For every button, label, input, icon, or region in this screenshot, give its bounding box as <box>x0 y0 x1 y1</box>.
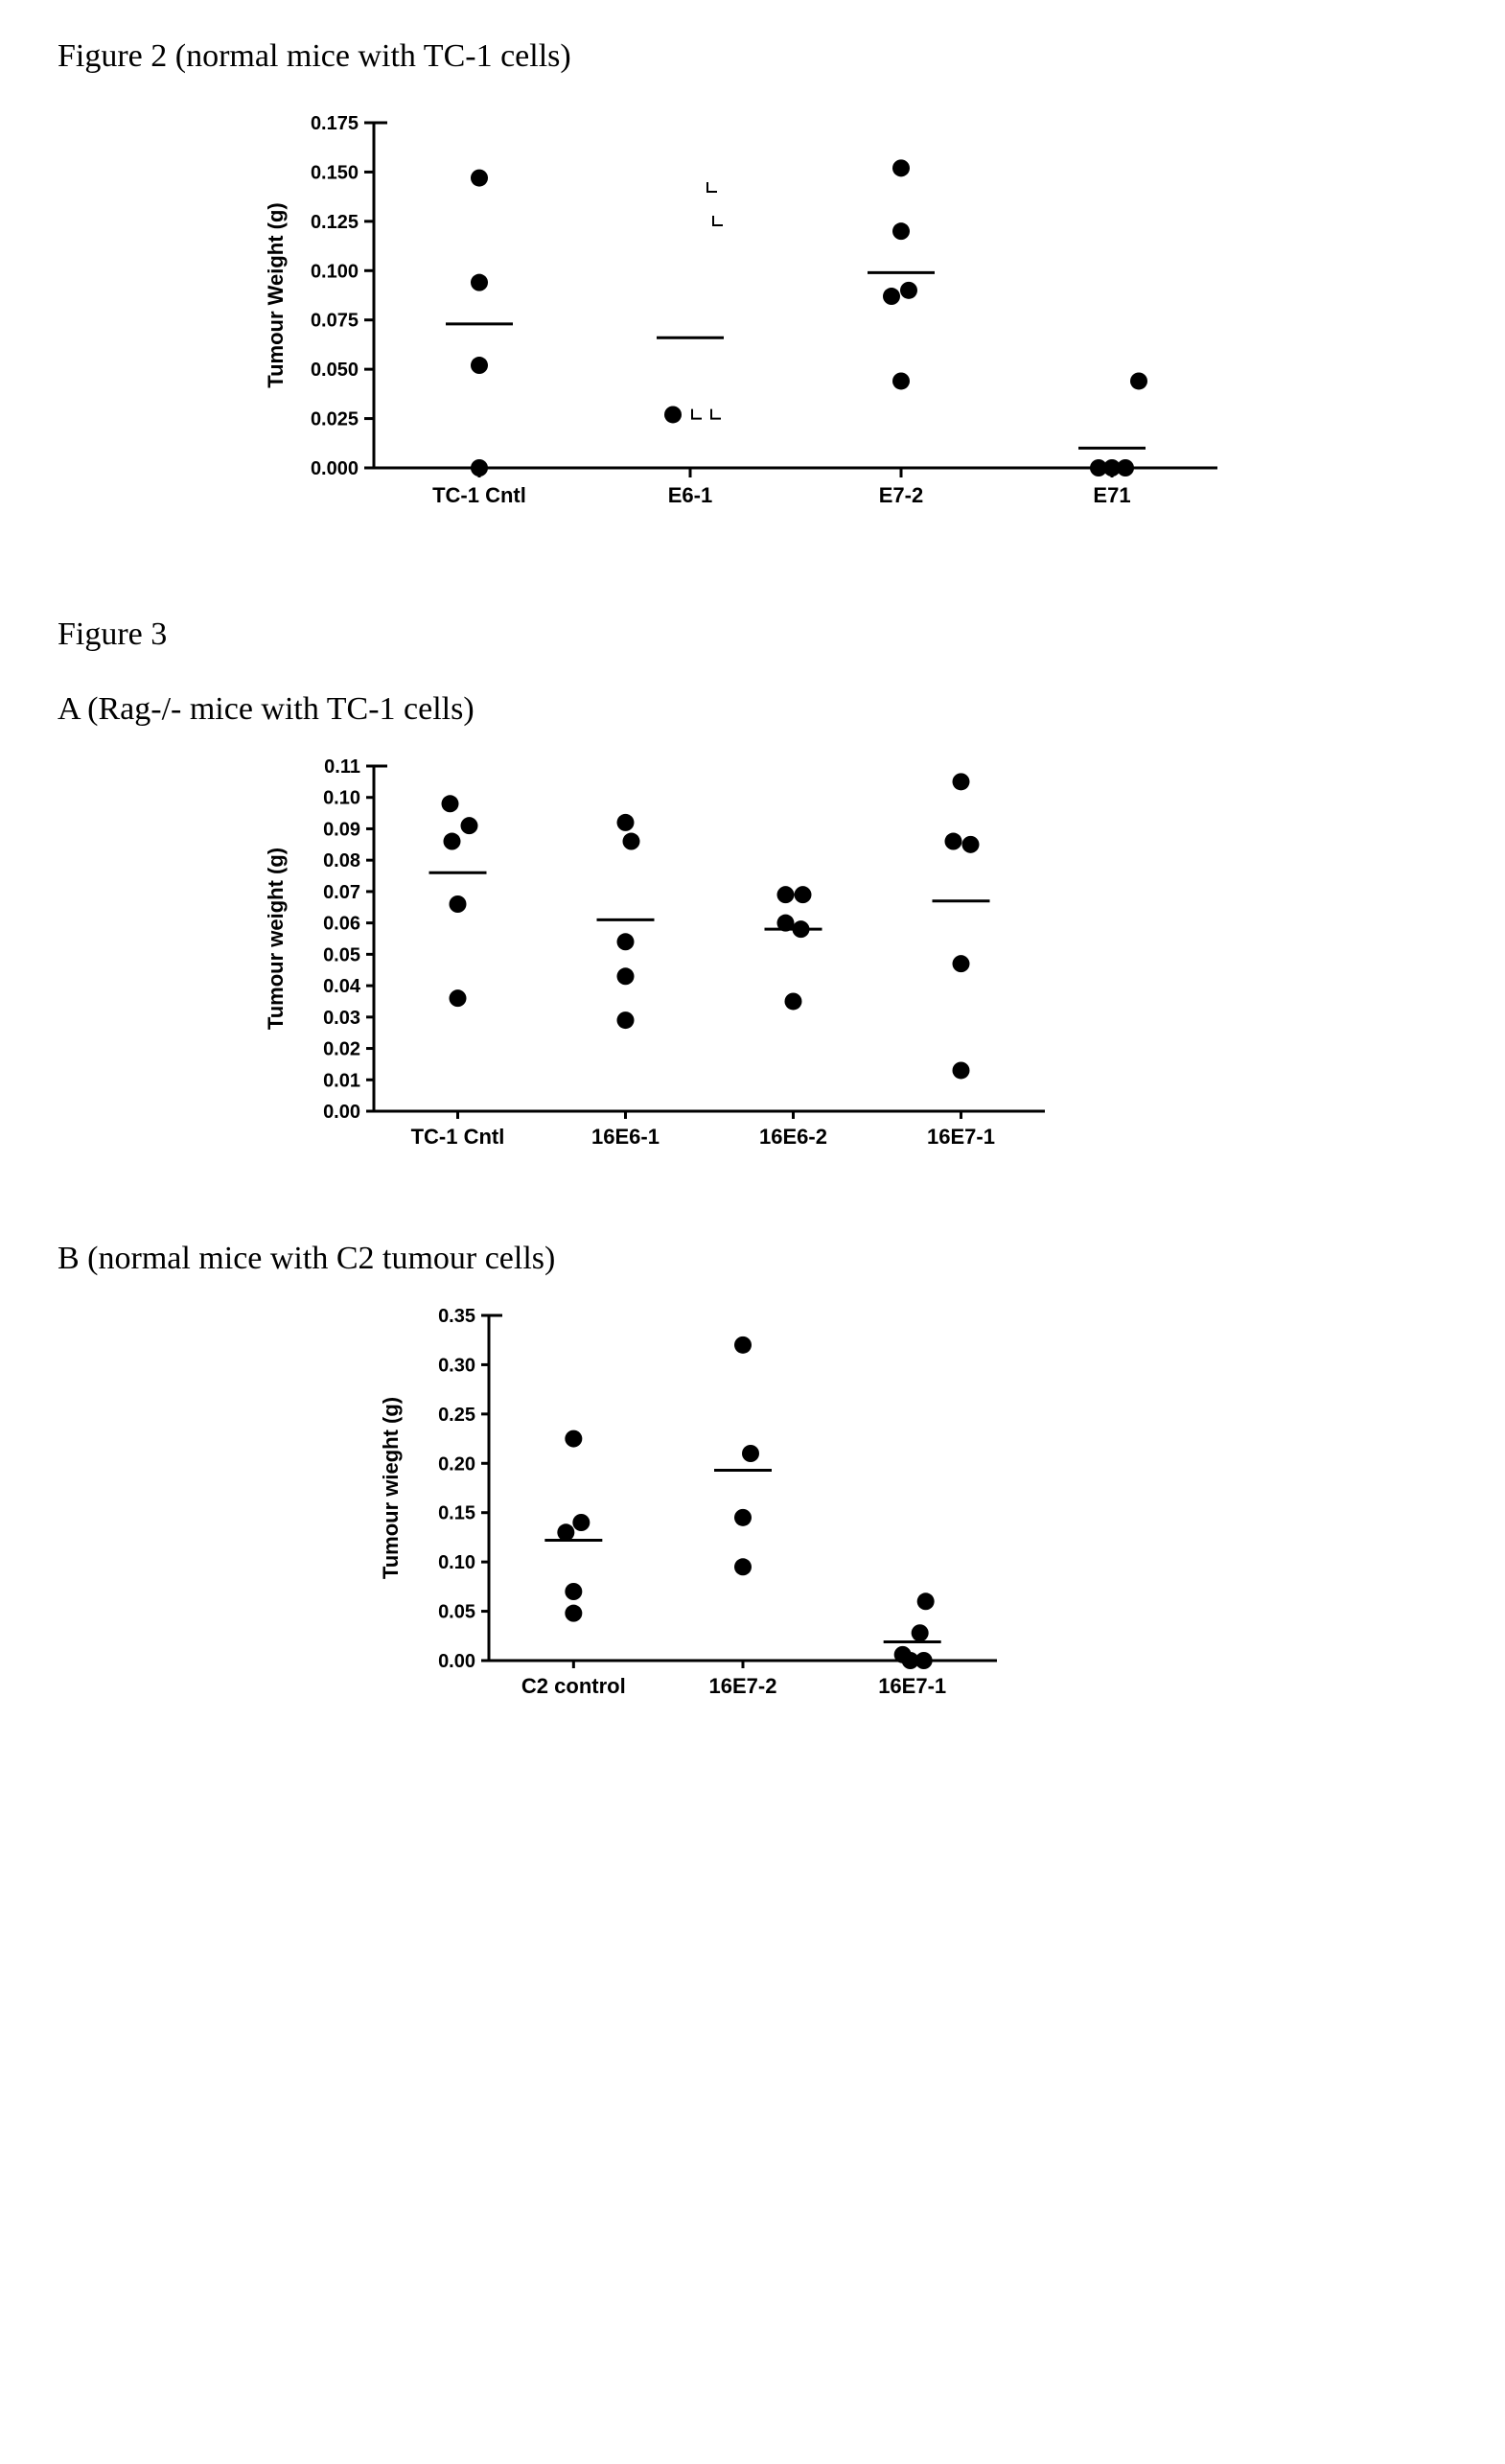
svg-text:16E6-2: 16E6-2 <box>759 1125 827 1149</box>
svg-text:0.100: 0.100 <box>311 261 359 282</box>
svg-text:C2 control: C2 control <box>521 1674 626 1698</box>
figure2-chart: 0.000 0.025 0.050 0.075 0.100 0.125 0.150 0.175… <box>249 104 1447 559</box>
svg-text:0.075: 0.075 <box>311 311 359 332</box>
svg-text:0.35: 0.35 <box>438 1306 475 1327</box>
svg-text:0.20: 0.20 <box>438 1453 475 1475</box>
svg-text:0.15: 0.15 <box>438 1503 475 1524</box>
svg-text:E7-2: E7-2 <box>879 483 923 507</box>
svg-text:0.125: 0.125 <box>311 212 359 233</box>
svg-text:16E7-1: 16E7-1 <box>878 1674 946 1698</box>
svg-text:0.30: 0.30 <box>438 1355 475 1376</box>
svg-text:0.07: 0.07 <box>323 882 360 903</box>
svg-text:TC-1 Cntl: TC-1 Cntl <box>411 1125 505 1149</box>
svg-text:0.10: 0.10 <box>323 788 360 809</box>
svg-text:0.03: 0.03 <box>323 1008 360 1029</box>
svg-text:0.050: 0.050 <box>311 360 359 381</box>
figure2-title: Figure 2 (normal mice with TC-1 cells) <box>58 38 1447 75</box>
svg-text:Tumour weight (g): Tumour weight (g) <box>264 848 288 1030</box>
svg-text:TC-1 Cntl: TC-1 Cntl <box>432 483 526 507</box>
svg-text:E71: E71 <box>1093 483 1130 507</box>
svg-text:Tumour wieght (g): Tumour wieght (g) <box>379 1397 403 1579</box>
svg-text:0.10: 0.10 <box>438 1552 475 1573</box>
figure3-panelB-label: B (normal mice with C2 tumour cells) <box>58 1241 1447 1277</box>
svg-text:0.150: 0.150 <box>311 162 359 183</box>
svg-text:E6-1: E6-1 <box>668 483 712 507</box>
svg-text:16E7-1: 16E7-1 <box>927 1125 995 1149</box>
svg-text:0.175: 0.175 <box>311 113 359 134</box>
svg-text:Tumour Weight (g): Tumour Weight (g) <box>264 202 288 387</box>
svg-text:0.25: 0.25 <box>438 1405 475 1426</box>
svg-text:0.05: 0.05 <box>323 944 360 965</box>
svg-text:0.06: 0.06 <box>323 914 360 935</box>
figure3-panelA-label: A (Rag-/- mice with TC-1 cells) <box>58 691 1447 728</box>
svg-text:0.11: 0.11 <box>324 756 360 778</box>
figure3-title: Figure 3 <box>58 616 1447 653</box>
svg-text:0.09: 0.09 <box>323 819 360 840</box>
svg-text:0.00: 0.00 <box>323 1102 360 1123</box>
svg-text:0.02: 0.02 <box>323 1039 360 1060</box>
figure3-panelB-chart: 0.00 0.05 0.10 0.15 0.20 0.25 0.30 0.35 Tumour w… <box>364 1296 1447 1752</box>
svg-text:0.05: 0.05 <box>438 1602 475 1623</box>
svg-text:0.08: 0.08 <box>323 850 360 872</box>
svg-text:16E7-2: 16E7-2 <box>709 1674 777 1698</box>
figure3-panelA-chart: 0.00 0.01 0.02 0.03 0.04 0.05 0.06 0.07 0.08 0.09… <box>249 747 1447 1202</box>
svg-text:0.00: 0.00 <box>438 1651 475 1672</box>
svg-text:0.025: 0.025 <box>311 409 359 430</box>
svg-text:0.04: 0.04 <box>323 976 361 997</box>
svg-text:0.000: 0.000 <box>311 458 359 479</box>
svg-text:16E6-1: 16E6-1 <box>591 1125 660 1149</box>
svg-text:0.01: 0.01 <box>323 1070 360 1091</box>
